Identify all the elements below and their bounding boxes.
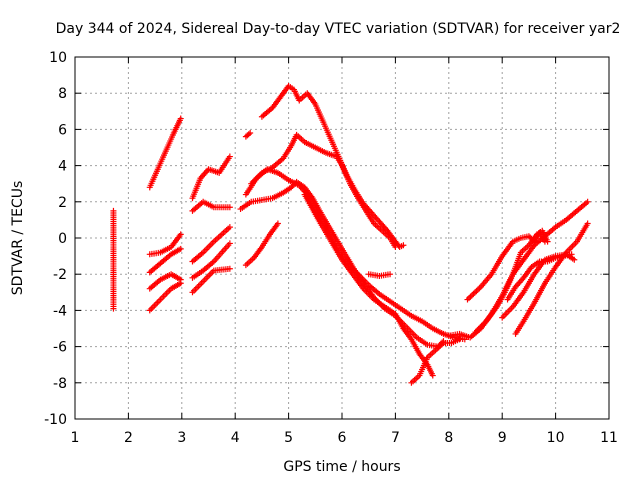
y-tick-label: -4 [53,303,67,319]
y-tick-label: 2 [58,195,67,211]
data-point [525,233,532,240]
y-tick-label: -2 [53,267,67,283]
data-point [470,290,477,297]
data-point [226,204,233,211]
y-tick-label: -6 [53,340,67,356]
y-tick-label: 8 [58,86,67,102]
y-axis-label: SDTVAR / TECUs [10,181,26,296]
y-tick-label: -10 [44,412,67,428]
data-point [568,251,575,258]
data-point [288,184,295,191]
axis-ticks: 1 2 3 4 5 6 7 8 9 10 11 -10 -8 -6 -4 -2 0 2 4 6 8 10 [44,50,618,446]
data-point [226,153,233,160]
data-point [247,130,254,137]
series-arc-mid-b [189,224,233,265]
series-arc-early-top [146,115,184,191]
data-point [473,288,480,295]
data-point [177,115,184,122]
series-arc-peak-e [242,220,281,269]
x-tick-label: 3 [177,430,186,446]
data-point [290,181,297,188]
data-point [226,265,233,272]
series-arc-valley [408,336,463,386]
data-point [571,256,578,263]
data-point [584,198,591,205]
data-point [468,292,475,299]
data-point [177,280,184,287]
series-arc-rise-f [504,251,575,303]
data-point [177,231,184,238]
x-tick-label: 7 [391,430,400,446]
data-point [456,336,463,343]
data-point [289,182,296,189]
series-arc-mid-c [189,240,233,281]
chart-title: Day 344 of 2024, Sidereal Day-to-day VTE… [56,21,621,37]
x-axis-label: GPS time / hours [283,459,400,475]
data-point [474,286,481,293]
y-tick-label: 10 [49,50,67,66]
data-point [387,271,394,278]
series-isolated-points [110,207,117,312]
data-point [464,296,471,303]
data-point [467,293,474,300]
x-tick-label: 2 [124,430,133,446]
data-point [465,295,472,302]
series-arc-mid-a [189,198,233,214]
data-point [110,305,117,312]
x-tick-label: 6 [338,430,347,446]
data-point [429,372,436,379]
y-tick-label: 6 [58,122,67,138]
data-point [177,245,184,252]
data-point [471,289,478,296]
series-arc-early-b [146,245,184,276]
series-arc-rise-c [472,227,551,336]
series-arc-down-f [301,191,436,379]
x-tick-label: 8 [444,430,453,446]
x-tick-label: 4 [231,430,240,446]
series-arc-rise-e [512,220,591,337]
series-arc-mid-top [189,153,233,202]
data-point [392,244,399,251]
y-tick-label: 0 [58,231,67,247]
x-tick-label: 11 [600,430,618,446]
series-arc-peak-d [237,178,447,350]
data-point [476,285,483,292]
x-tick-label: 1 [71,430,80,446]
data-point [274,220,281,227]
data-point [544,238,551,245]
series-arc-early-c [146,271,184,292]
data-point [584,220,591,227]
series-arc-small [242,130,254,140]
y-tick-label: 4 [58,159,67,175]
data-point [226,224,233,231]
data-marks [110,82,591,386]
series-arc-mid-d [189,265,233,296]
series-arc-rise-a [445,198,591,341]
series-arc-early-a [146,231,184,258]
plot-frame [74,56,610,420]
x-tick-label: 5 [284,430,293,446]
series-arc-short-low [365,271,394,280]
data-point [400,242,407,249]
series-arc-peak-top [258,82,407,251]
series-arc-early-d [146,280,184,314]
x-tick-label: 10 [547,430,565,446]
y-tick-label: -8 [53,376,67,392]
x-tick-label: 9 [498,430,507,446]
data-point [226,240,233,247]
